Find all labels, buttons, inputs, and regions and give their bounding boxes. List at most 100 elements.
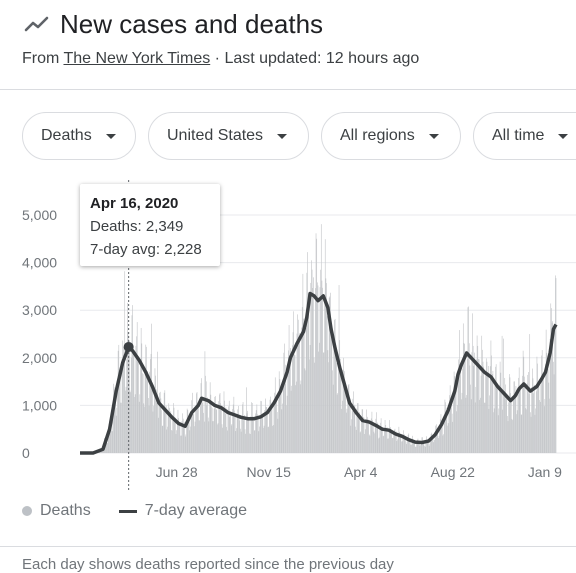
daily-deaths-bar	[205, 376, 206, 453]
daily-deaths-bar	[501, 390, 502, 453]
daily-deaths-bar	[138, 358, 139, 453]
daily-deaths-bar	[512, 419, 513, 453]
daily-deaths-bar	[127, 303, 128, 453]
daily-deaths-bar	[381, 418, 382, 453]
daily-deaths-bar	[484, 403, 485, 453]
daily-deaths-bar	[538, 384, 539, 453]
daily-deaths-bar	[299, 340, 300, 453]
daily-deaths-bar	[480, 398, 481, 453]
daily-deaths-bar	[163, 409, 164, 453]
source-prefix: From	[22, 50, 63, 67]
daily-deaths-bar	[309, 359, 310, 453]
daily-deaths-bar	[317, 282, 318, 453]
daily-deaths-bar	[312, 288, 313, 453]
daily-deaths-bar	[142, 373, 143, 453]
daily-deaths-bar	[477, 335, 478, 453]
metric-dropdown[interactable]: Deaths	[22, 112, 136, 160]
daily-deaths-bar	[212, 421, 213, 453]
daily-deaths-bar	[439, 436, 440, 453]
source-link[interactable]: The New York Times	[63, 50, 210, 67]
daily-deaths-bar	[435, 426, 436, 453]
daily-deaths-bar	[255, 430, 256, 453]
daily-deaths-bar	[489, 409, 490, 453]
daily-deaths-bar	[378, 438, 379, 453]
daily-deaths-bar	[458, 382, 459, 453]
daily-deaths-bar	[467, 359, 468, 453]
daily-deaths-bar	[227, 430, 228, 453]
daily-deaths-bar	[472, 313, 473, 453]
daily-deaths-bar	[212, 408, 213, 453]
daily-deaths-bar	[548, 369, 549, 453]
daily-deaths-bar	[272, 402, 273, 453]
daily-deaths-bar	[153, 406, 154, 453]
title-row: New cases and deaths	[24, 6, 323, 42]
daily-deaths-bar	[410, 441, 411, 453]
daily-deaths-bar	[265, 399, 266, 453]
daily-deaths-bar	[384, 431, 385, 453]
daily-deaths-bar	[441, 414, 442, 453]
daily-deaths-bar	[269, 411, 270, 453]
daily-deaths-bar	[351, 419, 352, 453]
location-dropdown[interactable]: United States	[148, 112, 309, 160]
daily-deaths-bar	[368, 424, 369, 453]
daily-deaths-bar	[117, 388, 118, 453]
daily-deaths-bar	[164, 393, 165, 453]
daily-deaths-bar	[544, 406, 545, 453]
daily-deaths-bar	[366, 421, 367, 453]
daily-deaths-bar	[234, 397, 235, 453]
daily-deaths-bar	[237, 416, 238, 453]
daily-deaths-bar	[328, 362, 329, 453]
daily-deaths-bar	[529, 334, 530, 453]
daily-deaths-bar	[324, 352, 325, 453]
daily-deaths-bar	[397, 439, 398, 453]
daily-deaths-bar	[278, 419, 279, 453]
daily-deaths-bar	[180, 423, 181, 453]
daily-deaths-bar	[460, 370, 461, 453]
daily-deaths-bar	[386, 429, 387, 453]
daily-deaths-bar	[220, 393, 221, 453]
daily-deaths-bar	[502, 336, 503, 453]
daily-deaths-bar	[140, 394, 141, 453]
daily-deaths-bar	[426, 436, 427, 453]
daily-deaths-bar	[408, 434, 409, 453]
daily-deaths-bar	[196, 393, 197, 453]
daily-deaths-bar	[243, 420, 244, 453]
daily-deaths-bar	[291, 391, 292, 453]
daily-deaths-bar	[498, 415, 499, 453]
daily-deaths-bar	[504, 392, 505, 453]
daily-deaths-bar	[352, 411, 353, 453]
daily-deaths-bar	[146, 347, 147, 453]
daily-deaths-bar	[179, 426, 180, 453]
daily-deaths-bar	[116, 408, 117, 453]
daily-deaths-bar	[283, 384, 284, 453]
daily-deaths-bar	[518, 388, 519, 453]
daily-deaths-bar	[358, 417, 359, 453]
daily-deaths-bar	[539, 384, 540, 453]
daily-deaths-bar	[506, 397, 507, 453]
daily-deaths-bar	[138, 357, 139, 453]
daily-deaths-bar	[209, 399, 210, 453]
y-tick-label: 2,000	[22, 350, 57, 366]
daily-deaths-bar	[118, 345, 119, 453]
daily-deaths-bar	[222, 428, 223, 453]
daily-deaths-bar	[536, 391, 537, 453]
daily-deaths-bar	[489, 395, 490, 453]
daily-deaths-bar	[504, 378, 505, 453]
daily-deaths-bar	[508, 421, 509, 453]
daily-deaths-bar	[220, 403, 221, 453]
daily-deaths-bar	[135, 394, 136, 453]
daily-deaths-bar	[529, 394, 530, 453]
region-dropdown[interactable]: All regions	[321, 112, 461, 160]
daily-deaths-bar	[145, 370, 146, 453]
daily-deaths-bar	[281, 390, 282, 453]
daily-deaths-bar	[336, 363, 337, 453]
daily-deaths-bar	[205, 351, 206, 453]
daily-deaths-bar	[121, 403, 122, 453]
daily-deaths-bar	[283, 353, 284, 453]
daily-deaths-bar	[461, 399, 462, 453]
daily-deaths-bar	[424, 446, 425, 453]
time-range-dropdown[interactable]: All time	[473, 112, 576, 160]
daily-deaths-bar	[240, 429, 241, 453]
daily-deaths-bar	[525, 386, 526, 453]
daily-deaths-bar	[233, 405, 234, 453]
